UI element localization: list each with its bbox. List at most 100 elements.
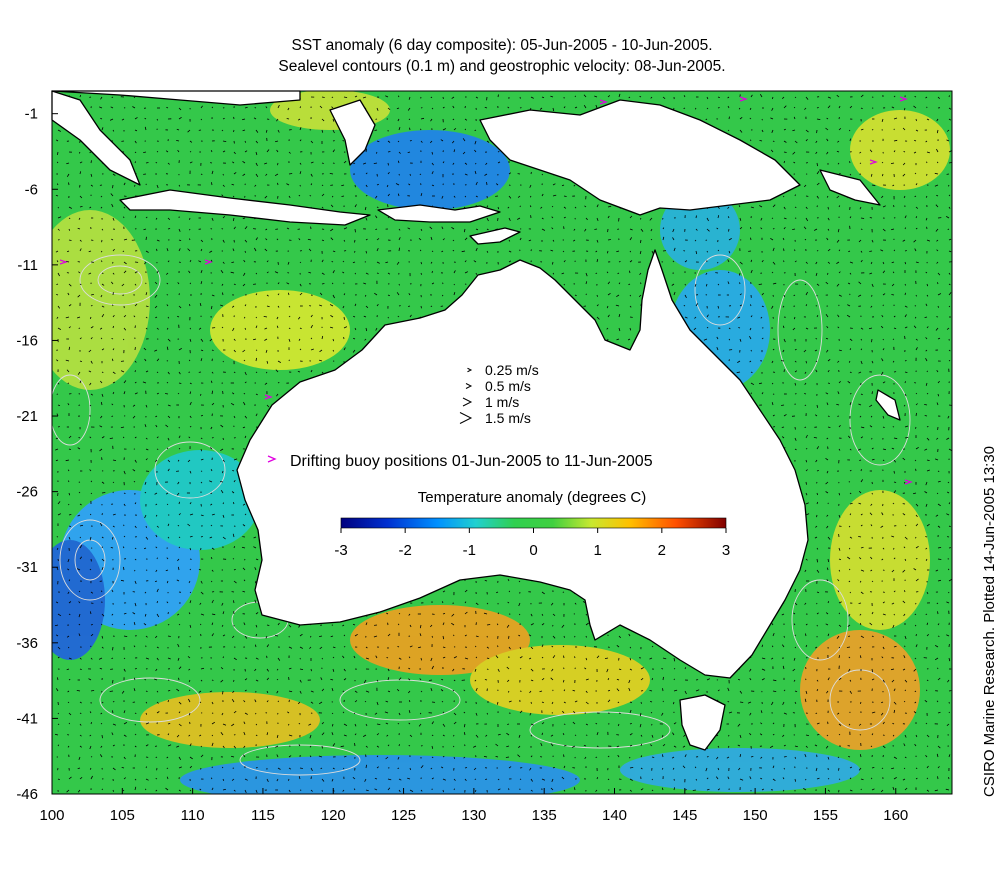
velocity-arrow <box>255 393 258 396</box>
velocity-arrow <box>903 767 906 770</box>
velocity-arrow <box>519 646 522 650</box>
velocity-arrow <box>827 248 831 252</box>
velocity-arrow <box>165 492 169 495</box>
velocity-arrow <box>210 524 213 527</box>
velocity-arrow <box>782 305 785 308</box>
velocity-arrow <box>860 217 865 219</box>
velocity-arrow <box>189 502 192 505</box>
velocity-arrow <box>122 546 125 549</box>
velocity-arrow <box>583 104 587 109</box>
velocity-arrow <box>783 689 786 692</box>
velocity-arrow <box>640 743 642 747</box>
velocity-arrow <box>747 701 752 704</box>
velocity-arrow <box>156 701 159 704</box>
velocity-arrow <box>321 184 324 187</box>
velocity-arrow <box>860 327 864 330</box>
velocity-arrow <box>266 677 270 681</box>
velocity-arrow <box>167 536 170 539</box>
velocity-arrow <box>473 745 477 748</box>
velocity-arrow <box>838 547 841 551</box>
velocity-arrow <box>431 721 434 725</box>
velocity-arrow <box>309 646 312 649</box>
velocity-arrow <box>869 149 873 153</box>
velocity-arrow <box>849 591 851 594</box>
velocity-arrow <box>892 722 895 725</box>
velocity-arrow <box>682 745 686 748</box>
velocity-arrow <box>793 623 796 626</box>
velocity-arrow <box>474 129 477 132</box>
velocity-arrow <box>112 381 116 384</box>
velocity-arrow <box>816 547 819 550</box>
velocity-arrow <box>563 754 565 758</box>
velocity-arrow <box>90 721 92 725</box>
velocity-arrow <box>825 314 829 318</box>
velocity-arrow <box>420 305 422 309</box>
velocity-arrow <box>805 558 808 561</box>
velocity-arrow <box>177 282 180 285</box>
velocity-arrow <box>517 754 521 758</box>
velocity-arrow <box>156 371 159 374</box>
velocity-arrow <box>274 271 279 274</box>
velocity-arrow <box>750 392 752 395</box>
velocity-arrow <box>858 602 862 604</box>
velocity-arrow <box>563 723 566 725</box>
velocity-arrow <box>189 568 191 571</box>
velocity-arrow <box>859 206 862 210</box>
velocity-arrow <box>464 195 467 198</box>
velocity-arrow <box>858 490 862 494</box>
velocity-arrow <box>331 712 334 715</box>
velocity-arrow <box>716 756 719 760</box>
velocity-arrow <box>881 371 884 376</box>
velocity-arrow <box>585 657 588 661</box>
velocity-arrow <box>309 745 312 748</box>
velocity-arrow <box>200 414 204 417</box>
velocity-arrow <box>100 117 103 120</box>
velocity-arrow <box>319 635 323 637</box>
velocity-arrow <box>506 732 510 736</box>
velocity-arrow <box>750 259 753 263</box>
velocity-arrow <box>123 216 125 219</box>
velocity-arrow <box>629 756 631 759</box>
velocity-arrow <box>673 291 676 296</box>
velocity-arrow <box>706 96 709 100</box>
velocity-arrow <box>255 624 258 628</box>
velocity-arrow <box>858 294 862 297</box>
velocity-arrow <box>859 415 862 418</box>
velocity-arrow <box>321 206 324 209</box>
velocity-arrow <box>253 117 257 120</box>
velocity-arrow <box>486 624 491 626</box>
velocity-arrow <box>673 247 676 252</box>
velocity-arrow <box>716 227 719 230</box>
velocity-arrow <box>176 745 180 748</box>
velocity-arrow <box>628 96 631 99</box>
velocity-arrow <box>860 701 862 705</box>
velocity-arrow <box>673 787 675 791</box>
velocity-arrow <box>353 655 356 659</box>
velocity-arrow <box>189 327 192 330</box>
velocity-arrow <box>386 612 389 615</box>
velocity-arrow <box>805 644 808 648</box>
velocity-arrow <box>607 281 611 285</box>
velocity-arrow <box>255 272 258 275</box>
velocity-arrow <box>860 94 864 98</box>
velocity-arrow <box>200 679 203 682</box>
velocity-arrow <box>871 733 874 736</box>
velocity-arrow <box>815 272 818 277</box>
velocity-arrow <box>508 635 510 639</box>
velocity-arrow <box>474 679 477 682</box>
velocity-arrow <box>783 767 785 770</box>
velocity-arrow <box>904 393 907 397</box>
velocity-arrow <box>694 283 697 287</box>
velocity-arrow <box>123 635 128 637</box>
velocity-arrow <box>727 776 730 780</box>
velocity-arrow <box>772 282 777 285</box>
velocity-arrow <box>165 424 169 428</box>
velocity-arrow <box>508 172 512 175</box>
velocity-arrow <box>120 370 125 373</box>
velocity-arrow <box>836 150 840 153</box>
velocity-arrow <box>210 426 213 430</box>
velocity-arrow <box>79 701 82 704</box>
velocity-arrow <box>231 491 235 494</box>
velocity-arrow <box>321 745 323 749</box>
velocity-arrow <box>123 535 126 538</box>
